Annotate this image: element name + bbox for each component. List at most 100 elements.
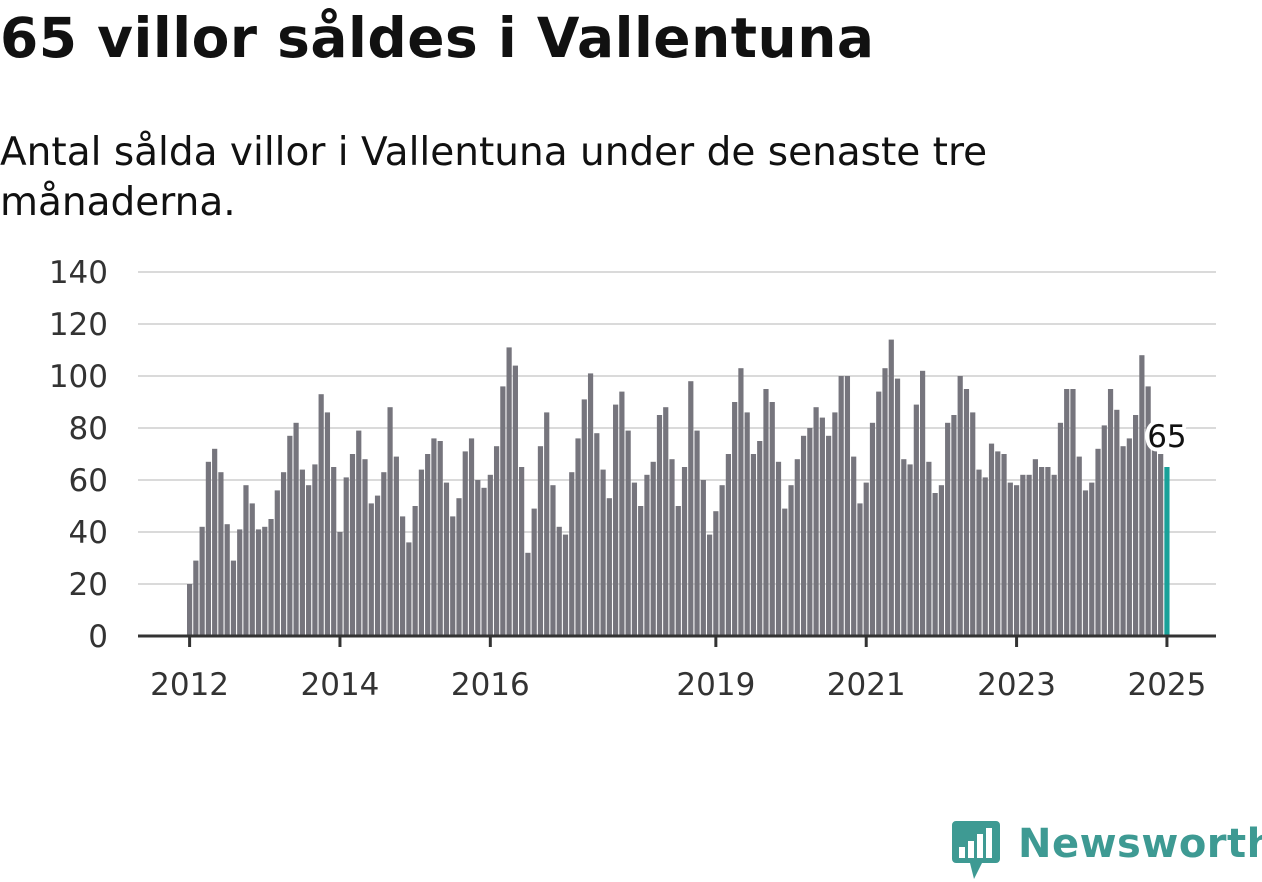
bar [562, 534, 569, 636]
bar [613, 404, 619, 636]
bar [788, 485, 794, 636]
bar [1039, 467, 1045, 636]
bar [1101, 425, 1107, 636]
bar [374, 495, 381, 636]
bar [707, 534, 713, 636]
bar [876, 391, 882, 636]
bar [800, 435, 807, 636]
bar [187, 584, 193, 636]
bar [274, 490, 280, 636]
bar [1151, 448, 1158, 636]
bar [255, 529, 262, 636]
bar [531, 508, 537, 636]
bar [681, 467, 688, 636]
bar [1114, 409, 1120, 636]
bar [1032, 459, 1038, 636]
bar [1076, 456, 1082, 636]
bar [888, 339, 894, 636]
bar [268, 519, 274, 636]
y-axis-ticks: 0 20 40 60 80 100 120 140 [49, 255, 108, 655]
bar [431, 438, 437, 636]
bar [368, 503, 374, 636]
bar [913, 404, 919, 636]
bar [575, 438, 581, 636]
bar [1045, 467, 1051, 636]
bar [631, 482, 638, 636]
bar [569, 472, 575, 636]
bar [988, 443, 995, 636]
bar [1107, 389, 1114, 636]
x-tick-label: 2021 [827, 667, 906, 703]
bar [456, 498, 462, 636]
x-axis-ticks: 2012 2014 2016 2019 2021 2023 2025 [150, 636, 1206, 703]
bar [506, 347, 512, 636]
bar [218, 472, 224, 636]
bar [462, 451, 468, 636]
bar [230, 560, 237, 636]
bar [418, 469, 424, 636]
bar [525, 552, 531, 636]
bar [1089, 482, 1095, 636]
bar [625, 430, 631, 636]
bar [901, 459, 907, 636]
bar [926, 461, 932, 636]
bar [468, 438, 475, 636]
bar [1145, 386, 1151, 636]
bars [187, 339, 1170, 636]
bar [587, 373, 594, 636]
bar [243, 485, 249, 636]
bar [481, 487, 487, 636]
chart-subtitle: Antal sålda villor i Vallentuna under de… [0, 130, 988, 225]
bar [713, 511, 719, 636]
bar [838, 376, 844, 636]
bar [600, 469, 606, 636]
bar [945, 422, 951, 636]
bar [450, 516, 456, 636]
y-tick-label: 60 [69, 463, 108, 499]
bar [844, 376, 851, 636]
bar [794, 459, 800, 636]
bar [744, 412, 750, 636]
bar [306, 485, 312, 636]
bar [594, 433, 600, 636]
x-tick-label: 2025 [1127, 667, 1206, 703]
bar [224, 524, 230, 636]
bar [995, 451, 1001, 636]
bar [882, 368, 888, 636]
bar [1001, 454, 1007, 636]
bar [725, 454, 731, 636]
bar [1126, 438, 1132, 636]
bar [769, 402, 775, 636]
bar [437, 441, 443, 636]
bar [663, 407, 669, 636]
bar [606, 498, 612, 636]
bar [826, 435, 832, 636]
bar [694, 430, 700, 636]
bar [544, 412, 550, 636]
bar [932, 493, 938, 636]
bar [337, 532, 343, 636]
x-tick-label: 2012 [150, 667, 229, 703]
bar-highlighted [1164, 467, 1170, 636]
bar [556, 526, 562, 636]
x-tick-label: 2014 [301, 667, 380, 703]
bar [763, 389, 769, 636]
y-tick-label: 40 [69, 515, 108, 551]
bar [976, 469, 982, 636]
bar [719, 485, 725, 636]
bar [907, 464, 913, 636]
bar [293, 422, 299, 636]
y-tick-label: 100 [49, 359, 108, 395]
bar [500, 386, 506, 636]
bar [700, 480, 706, 636]
bar [750, 454, 757, 636]
bar [362, 459, 368, 636]
newsworthy-logo[interactable]: Newsworthy [950, 818, 1262, 882]
bar [938, 485, 944, 636]
bar [863, 482, 869, 636]
bar [1139, 355, 1145, 636]
bar [851, 456, 857, 636]
bar [757, 441, 763, 636]
bar [512, 365, 518, 636]
bar [644, 474, 650, 636]
